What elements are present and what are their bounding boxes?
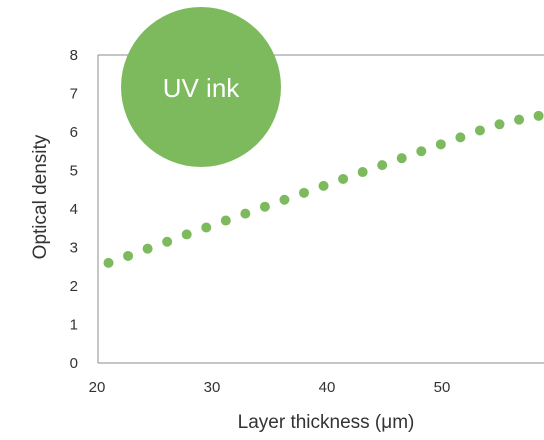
data-point — [514, 114, 525, 125]
data-point — [181, 229, 192, 240]
data-point — [279, 194, 290, 205]
data-point — [377, 160, 388, 171]
x-axis-title: Layer thickness (μm) — [238, 412, 415, 433]
y-axis-title: Optical density — [30, 134, 51, 259]
x-tick-label: 30 — [204, 379, 221, 396]
data-point — [416, 146, 427, 157]
data-point — [474, 125, 485, 136]
uv-ink-badge: UV ink — [121, 7, 281, 167]
y-tick-label: 3 — [70, 240, 78, 257]
x-tick-label: 50 — [434, 379, 451, 396]
y-tick-label: 5 — [70, 163, 78, 180]
data-point — [162, 236, 173, 247]
y-tick-labels: 0 1 2 3 4 5 6 7 8 — [70, 47, 78, 372]
x-tick-label: 20 — [89, 379, 106, 396]
badge-label: UV ink — [163, 73, 241, 103]
y-tick-label: 1 — [70, 317, 78, 334]
y-tick-label: 8 — [70, 47, 78, 64]
data-point — [533, 110, 544, 121]
badge-circle — [121, 7, 281, 167]
data-point — [396, 153, 407, 164]
data-point — [259, 201, 270, 212]
data-point — [142, 243, 153, 254]
data-points — [103, 110, 544, 268]
data-point — [299, 187, 309, 198]
data-point — [338, 173, 349, 184]
data-point — [435, 139, 446, 150]
x-tick-label: 40 — [319, 379, 336, 396]
data-point — [318, 180, 329, 191]
data-point — [220, 215, 231, 226]
data-point — [357, 167, 368, 178]
data-point — [123, 250, 134, 261]
y-tick-label: 6 — [70, 124, 78, 141]
data-point — [494, 119, 505, 130]
y-tick-label: 7 — [70, 86, 78, 103]
y-tick-label: 4 — [70, 201, 78, 218]
x-tick-labels: 20 30 40 50 — [89, 379, 451, 396]
data-point — [455, 132, 466, 143]
data-point — [201, 222, 212, 233]
data-point — [240, 208, 251, 219]
y-tick-label: 2 — [70, 278, 78, 295]
data-point — [103, 257, 114, 268]
y-tick-label: 0 — [70, 355, 78, 372]
